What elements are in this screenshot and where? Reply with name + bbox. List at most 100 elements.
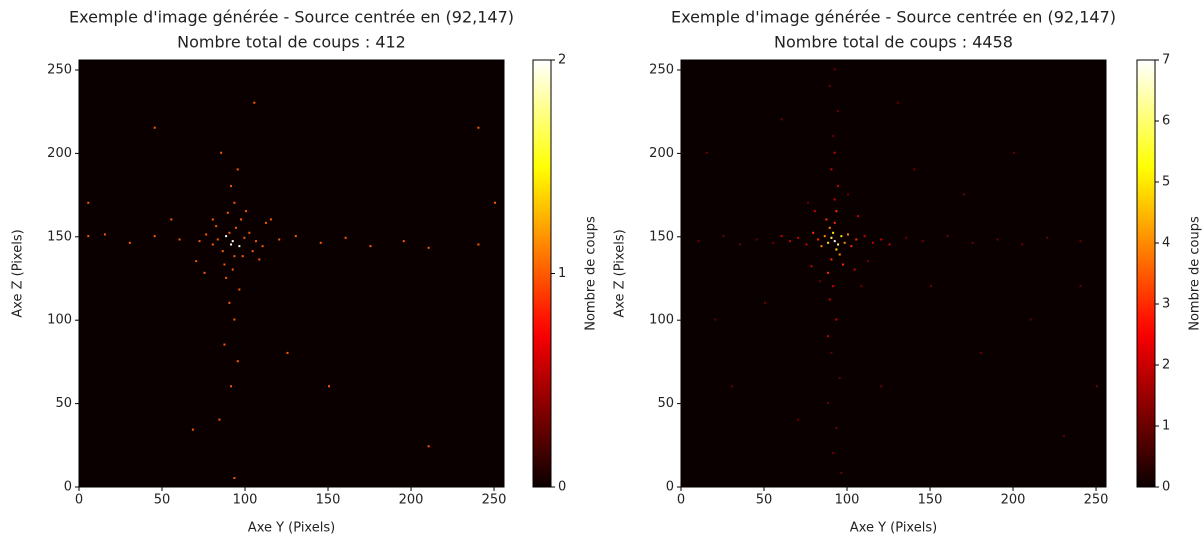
cell — [833, 151, 836, 154]
cell — [236, 168, 239, 171]
cell — [810, 265, 813, 268]
cell — [840, 471, 843, 474]
x-tick-label: 200 — [399, 493, 424, 508]
cell — [211, 243, 214, 246]
x-tick-label: 200 — [1001, 493, 1026, 508]
plot-background — [681, 60, 1106, 487]
cell — [835, 210, 838, 213]
cell — [832, 135, 835, 138]
colorbar-tick-label: 5 — [1162, 175, 1170, 190]
x-tick-label: 100 — [835, 493, 860, 508]
y-tick-label: 200 — [47, 146, 72, 161]
cell — [261, 245, 264, 248]
cell — [233, 201, 236, 204]
cell — [216, 238, 219, 241]
cell — [772, 241, 775, 244]
cell — [319, 241, 322, 244]
cell — [755, 238, 758, 241]
cell — [269, 218, 272, 221]
cell — [856, 215, 859, 218]
cell — [880, 238, 883, 241]
cell — [871, 241, 874, 244]
cell — [921, 240, 924, 243]
cell — [1096, 385, 1099, 388]
cell — [842, 263, 845, 266]
cell — [830, 236, 833, 239]
cell — [103, 233, 106, 236]
cell — [797, 418, 800, 421]
cell — [905, 236, 908, 239]
cell — [828, 298, 831, 301]
cell — [477, 243, 480, 246]
plot-background — [79, 60, 504, 487]
cell — [286, 351, 289, 354]
cell — [847, 233, 850, 236]
cell — [245, 210, 248, 213]
cell — [87, 235, 90, 238]
cell — [1046, 236, 1049, 239]
cell — [1021, 243, 1024, 246]
cell — [191, 428, 194, 431]
cell — [228, 231, 231, 234]
cell — [427, 246, 430, 249]
cell — [705, 151, 708, 154]
colorbar-tick-label: 0 — [558, 480, 566, 495]
cell — [853, 268, 856, 271]
cell — [855, 238, 858, 241]
cell — [764, 301, 766, 304]
cell — [833, 68, 836, 71]
cell — [714, 318, 717, 321]
cell — [195, 260, 198, 263]
cell — [230, 385, 233, 388]
cell — [494, 201, 497, 204]
cell — [278, 238, 281, 241]
cell — [880, 385, 883, 388]
chart-title: Exemple d'image générée - Source centrée… — [69, 8, 514, 27]
cell — [427, 445, 430, 448]
cell — [837, 243, 840, 246]
cell — [240, 218, 243, 221]
cell — [223, 263, 226, 266]
cell — [225, 235, 228, 238]
cell — [203, 271, 206, 274]
cell — [218, 418, 221, 421]
cell — [818, 280, 821, 283]
cell — [248, 231, 251, 234]
x-axis-label: Axe Y (Pixels) — [850, 521, 937, 536]
cell — [838, 376, 841, 379]
cell — [827, 335, 830, 338]
cell — [797, 236, 800, 239]
plot-frame — [78, 59, 505, 488]
x-tick-label: 50 — [154, 493, 171, 508]
cell — [996, 238, 999, 241]
cell — [153, 126, 156, 129]
chart-subtitle: Nombre total de coups : 412 — [177, 33, 406, 52]
cell — [236, 360, 239, 363]
cell — [1079, 285, 1082, 288]
cell — [128, 241, 131, 244]
colorbar-tick-label: 3 — [1162, 297, 1170, 312]
y-axis-label: Axe Z (Pixels) — [613, 229, 628, 317]
cell — [817, 238, 820, 241]
cell — [863, 235, 866, 238]
plot-frame — [680, 59, 1107, 488]
cell — [1013, 151, 1016, 154]
cell — [850, 245, 853, 248]
cell — [722, 235, 725, 238]
cell — [402, 240, 405, 243]
y-tick-label: 150 — [47, 229, 72, 244]
chart-title: Exemple d'image générée - Source centrée… — [671, 8, 1116, 27]
cell — [739, 243, 742, 246]
cell — [178, 238, 181, 241]
x-tick-label: 0 — [75, 493, 83, 508]
colorbar-tick-label: 4 — [1162, 236, 1170, 251]
colorbar-tick-label: 0 — [1162, 480, 1170, 495]
cell — [264, 221, 267, 224]
x-tick-label: 100 — [233, 493, 258, 508]
cell — [1029, 318, 1032, 321]
cell — [843, 241, 846, 244]
cell — [838, 253, 841, 256]
cell — [971, 241, 974, 244]
y-tick-label: 250 — [47, 63, 72, 78]
